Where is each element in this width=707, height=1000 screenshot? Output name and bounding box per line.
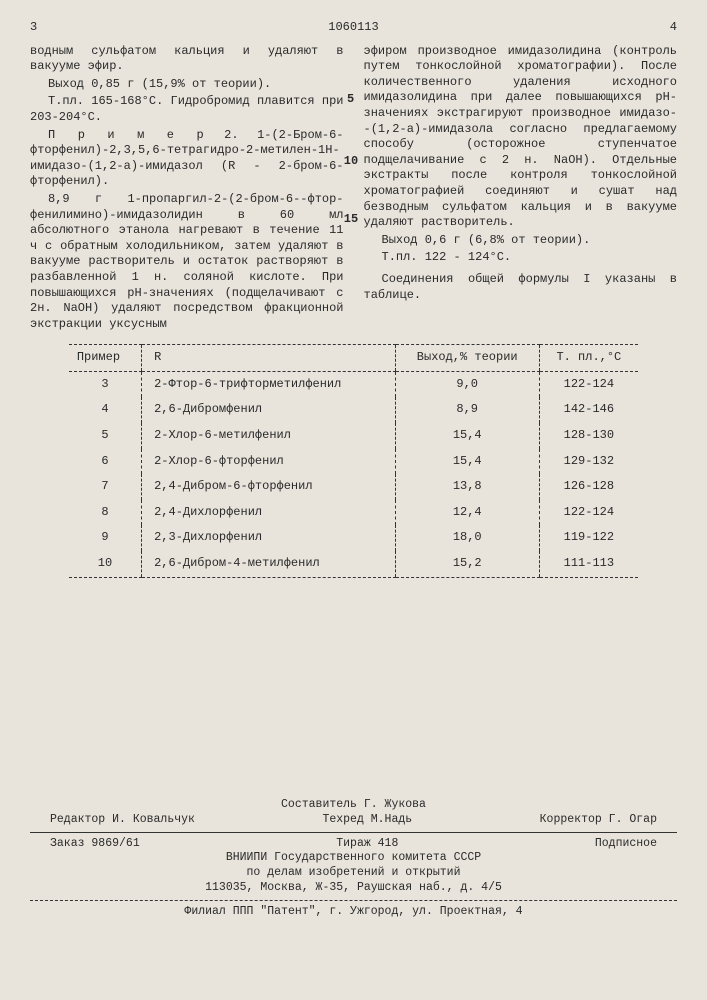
table-cell: 9 bbox=[69, 525, 142, 551]
table-cell: 2,3-Дихлорфенил bbox=[142, 525, 396, 551]
table-cell: 4 bbox=[69, 397, 142, 423]
table-row: 92,3-Дихлорфенил18,0119-122 bbox=[69, 525, 638, 551]
table-cell: 2-Фтор-6-трифторметилфенил bbox=[142, 371, 396, 397]
branch: Филиал ППП "Патент", г. Ужгород, ул. Про… bbox=[30, 905, 677, 920]
right-column: эфиром производное имидазолидина (контро… bbox=[364, 44, 678, 335]
table-cell: 15,2 bbox=[395, 551, 539, 577]
table-row: 52-Хлор-6-метилфенил15,4128-130 bbox=[69, 423, 638, 449]
table-cell: 119-122 bbox=[539, 525, 638, 551]
para: Соединения общей формулы I указаны в таб… bbox=[364, 272, 678, 303]
left-column: водным сульфатом кальция и удаляют в вак… bbox=[30, 44, 344, 335]
table-row: 62-Хлор-6-фторфенил15,4129-132 bbox=[69, 449, 638, 475]
table-cell: 13,8 bbox=[395, 474, 539, 500]
table-cell: 2,4-Дибром-6-фторфенил bbox=[142, 474, 396, 500]
editor: Редактор И. Ковальчук bbox=[50, 813, 195, 828]
table-cell: 111-113 bbox=[539, 551, 638, 577]
table-cell: 18,0 bbox=[395, 525, 539, 551]
table-cell: 6 bbox=[69, 449, 142, 475]
table-cell: 2-Хлор-6-фторфенил bbox=[142, 449, 396, 475]
table-cell: 2,6-Дибромфенил bbox=[142, 397, 396, 423]
table-cell: 129-132 bbox=[539, 449, 638, 475]
subscription: Подписное bbox=[595, 837, 657, 852]
col-header: Т. пл.,°С bbox=[539, 345, 638, 372]
line-num-15: 15 bbox=[344, 212, 358, 228]
table-cell: 142-146 bbox=[539, 397, 638, 423]
table-header-row: Пример R Выход,% теории Т. пл.,°С bbox=[69, 345, 638, 372]
table-cell: 122-124 bbox=[539, 371, 638, 397]
col-header: R bbox=[142, 345, 396, 372]
table-row: 42,6-Дибромфенил8,9142-146 bbox=[69, 397, 638, 423]
table-cell: 128-130 bbox=[539, 423, 638, 449]
doc-number: 1060113 bbox=[224, 20, 483, 36]
compounds-table: Пример R Выход,% теории Т. пл.,°С 32-Фто… bbox=[69, 344, 638, 577]
col-header: Пример bbox=[69, 345, 142, 372]
para: Выход 0,85 г (15,9% от теории). bbox=[30, 77, 344, 93]
table-cell: 12,4 bbox=[395, 500, 539, 526]
para: П р и м е р 2. 1-(2-Бром-6-фторфенил)-2,… bbox=[30, 128, 344, 190]
table-cell: 15,4 bbox=[395, 449, 539, 475]
table-row: 82,4-Дихлорфенил12,4122-124 bbox=[69, 500, 638, 526]
table-cell: 5 bbox=[69, 423, 142, 449]
table-cell: 3 bbox=[69, 371, 142, 397]
compiler: Составитель Г. Жукова bbox=[30, 798, 677, 813]
table-cell: 2,4-Дихлорфенил bbox=[142, 500, 396, 526]
table-cell: 8,9 bbox=[395, 397, 539, 423]
table-cell: 2-Хлор-6-метилфенил bbox=[142, 423, 396, 449]
line-num-10: 10 bbox=[344, 154, 358, 170]
address: 113035, Москва, Ж-35, Раушская наб., д. … bbox=[30, 881, 677, 896]
col-header: Выход,% теории bbox=[395, 345, 539, 372]
page-header: 3 1060113 4 bbox=[30, 20, 677, 36]
footer: Составитель Г. Жукова Редактор И. Коваль… bbox=[30, 798, 677, 921]
org-line: ВНИИПИ Государственного комитета СССР bbox=[30, 851, 677, 866]
order-row: Заказ 9869/61 Тираж 418 Подписное bbox=[30, 837, 677, 852]
page-num-right: 4 bbox=[625, 20, 677, 36]
table-cell: 126-128 bbox=[539, 474, 638, 500]
para: Выход 0,6 г (6,8% от теории). bbox=[364, 233, 678, 249]
credits-row: Редактор И. Ковальчук Техред М.Надь Корр… bbox=[30, 813, 677, 828]
para: водным сульфатом кальция и удаляют в вак… bbox=[30, 44, 344, 75]
para: Т.пл. 165-168°С. Гидробромид плавится пр… bbox=[30, 94, 344, 125]
para: Т.пл. 122 - 124°С. bbox=[364, 250, 678, 266]
table-cell: 15,4 bbox=[395, 423, 539, 449]
page-num-left: 3 bbox=[30, 20, 82, 36]
table-cell: 7 bbox=[69, 474, 142, 500]
table-cell: 122-124 bbox=[539, 500, 638, 526]
org-line: по делам изобретений и открытий bbox=[30, 866, 677, 881]
example-label: П р и м е р bbox=[48, 128, 206, 142]
order-num: Заказ 9869/61 bbox=[50, 837, 140, 852]
table-cell: 8 bbox=[69, 500, 142, 526]
corrector: Корректор Г. Огар bbox=[540, 813, 657, 828]
line-num-5: 5 bbox=[347, 92, 354, 108]
table-cell: 9,0 bbox=[395, 371, 539, 397]
para: 8,9 г 1-пропаргил-2-(2-бром-6--фтор-фени… bbox=[30, 192, 344, 332]
para: эфиром производное имидазолидина (контро… bbox=[364, 44, 678, 231]
table-cell: 10 bbox=[69, 551, 142, 577]
tirazh: Тираж 418 bbox=[336, 837, 398, 852]
table-row: 32-Фтор-6-трифторметилфенил9,0122-124 bbox=[69, 371, 638, 397]
techred: Техред М.Надь bbox=[322, 813, 412, 828]
table-row: 72,4-Дибром-6-фторфенил13,8126-128 bbox=[69, 474, 638, 500]
table-cell: 2,6-Дибром-4-метилфенил bbox=[142, 551, 396, 577]
text-columns: водным сульфатом кальция и удаляют в вак… bbox=[30, 44, 677, 335]
table-row: 102,6-Дибром-4-метилфенил15,2111-113 bbox=[69, 551, 638, 577]
